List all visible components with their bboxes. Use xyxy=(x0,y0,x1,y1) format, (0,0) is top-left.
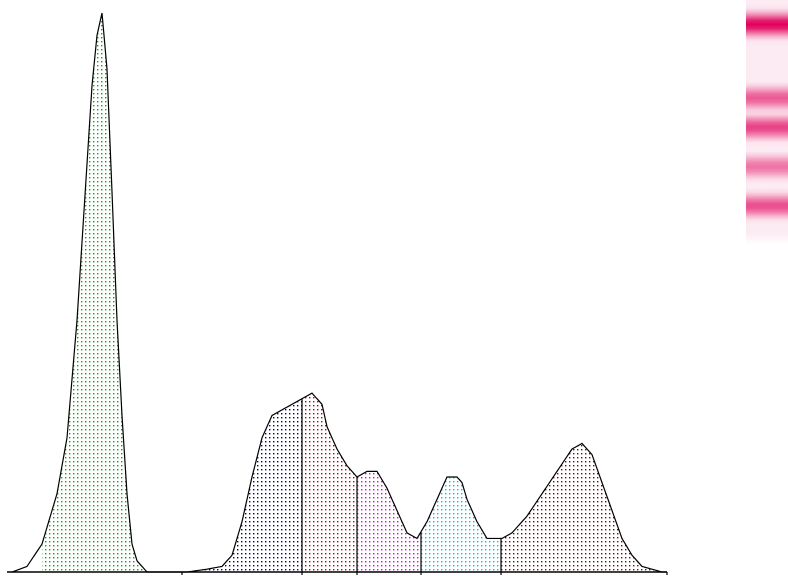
band-fill-5 xyxy=(421,476,501,572)
gel-lane-image xyxy=(746,0,788,245)
band-fill-4 xyxy=(357,471,421,572)
band-fills xyxy=(42,13,667,572)
band-fill-3 xyxy=(302,393,357,572)
densitogram-chart xyxy=(7,12,668,575)
band-fill-1 xyxy=(42,13,152,572)
divider-lines xyxy=(181,398,668,575)
band-fill-6 xyxy=(501,443,667,572)
band-fill-2 xyxy=(182,398,302,572)
density-curve xyxy=(11,12,667,573)
